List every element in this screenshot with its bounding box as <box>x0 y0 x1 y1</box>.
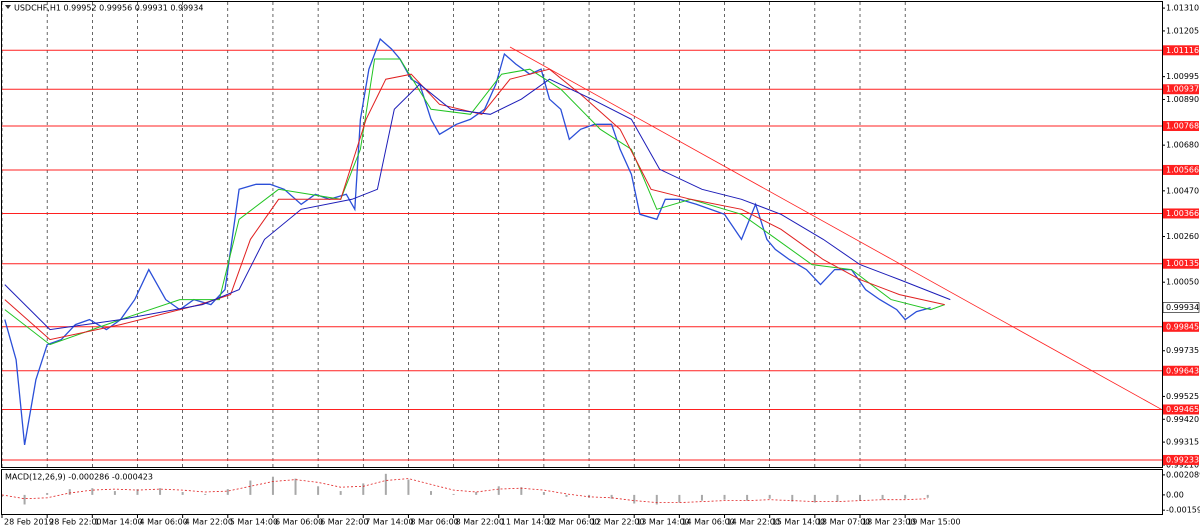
y-tick-label: 1.00470 <box>1166 186 1199 195</box>
y-tick-label: 0.00 <box>1166 490 1184 499</box>
x-tick-label: 5 Mar 14:00 <box>230 518 278 527</box>
x-tick-label: 8 Mar 06:00 <box>410 518 458 527</box>
x-tick-label: 18 Mar 07:00 <box>817 518 870 527</box>
series-line <box>4 68 945 341</box>
level-label: 1.00768 <box>1166 122 1199 131</box>
x-tick-label: 14 Mar 22:00 <box>727 518 780 527</box>
level-tag <box>1163 84 1199 95</box>
x-tick-label: 7 Mar 14:00 <box>365 518 413 527</box>
x-tick-label: 12 Mar 22:00 <box>591 518 644 527</box>
y-tick-label: 1.00995 <box>1166 72 1199 81</box>
trend-line <box>509 46 1163 411</box>
y-tick-label: 0.99735 <box>1166 346 1199 355</box>
x-tick-label: 11 Mar 14:00 <box>501 518 554 527</box>
macd-frame <box>1 469 1163 515</box>
level-label: 1.00937 <box>1166 85 1199 94</box>
series-line <box>4 78 951 331</box>
signal-line <box>1 478 928 503</box>
y-tick-label: -0.001595 <box>1166 506 1200 515</box>
level-label: 0.99845 <box>1166 322 1199 331</box>
menu-icon[interactable] <box>5 5 11 9</box>
x-tick-label: 1 Mar 14:00 <box>94 518 142 527</box>
level-label: 0.99233 <box>1166 455 1199 464</box>
level-label: 1.00135 <box>1166 259 1199 268</box>
level-tag <box>1163 208 1199 219</box>
x-tick-label: 8 Mar 22:00 <box>456 518 504 527</box>
plot-layer <box>1 2 1163 505</box>
y-tick-label: 1.00050 <box>1166 278 1199 287</box>
level-tag <box>1163 45 1199 56</box>
x-tick-label: 6 Mar 22:00 <box>320 518 368 527</box>
x-tick-label: 18 Mar 23:00 <box>862 518 915 527</box>
level-label: 0.99465 <box>1166 405 1199 414</box>
level-tag <box>1163 258 1199 269</box>
y-tick-label: 0.002089 <box>1166 470 1200 479</box>
x-tick-label: 6 Mar 06:00 <box>275 518 323 527</box>
x-tick-label: 28 Feb 2019 <box>4 518 54 527</box>
price-tag <box>1162 302 1200 313</box>
x-tick-label: 19 Mar 15:00 <box>907 518 960 527</box>
y-tick-label: 0.99420 <box>1166 415 1199 424</box>
level-label: 1.01116 <box>1166 46 1199 55</box>
y-tick-label: 0.99315 <box>1166 438 1199 447</box>
macd-title: MACD(12,26,9) -0.000286 -0.000423 <box>5 473 153 482</box>
x-tick-label: 12 Mar 06:00 <box>546 518 599 527</box>
y-tick-label: 1.01310 <box>1166 4 1199 13</box>
level-label: 1.00566 <box>1166 165 1199 174</box>
series-line <box>4 58 945 346</box>
level-tag <box>1163 321 1199 332</box>
price-frame <box>1 1 1163 468</box>
last-price: 0.99934 <box>1166 303 1199 312</box>
chart-title: USDCHF,H1 0.99952 0.99956 0.99931 0.9993… <box>14 4 203 13</box>
level-tag <box>1163 164 1199 175</box>
x-tick-label: 4 Mar 06:00 <box>139 518 187 527</box>
y-tick-label: 1.00680 <box>1166 141 1199 150</box>
level-label: 0.99643 <box>1166 366 1199 375</box>
y-tick-label: 1.00890 <box>1166 95 1199 104</box>
level-tag <box>1163 365 1199 376</box>
x-tick-label: 14 Mar 06:00 <box>681 518 734 527</box>
level-tag <box>1163 454 1199 465</box>
y-tick-label: 1.01205 <box>1166 26 1199 35</box>
x-tick-label: 4 Mar 22:00 <box>185 518 233 527</box>
level-tag <box>1163 121 1199 132</box>
y-tick-label: 1.00260 <box>1166 232 1199 241</box>
x-tick-label: 15 Mar 14:00 <box>772 518 825 527</box>
level-label: 1.00366 <box>1166 209 1199 218</box>
x-tick-label: 13 Mar 14:00 <box>636 518 689 527</box>
level-tag <box>1163 404 1199 415</box>
x-tick-label: 28 Feb 22:00 <box>49 518 101 527</box>
y-tick-label: 0.99210 <box>1166 460 1199 469</box>
series-line <box>4 37 931 446</box>
y-tick-label: 0.99525 <box>1166 392 1199 401</box>
